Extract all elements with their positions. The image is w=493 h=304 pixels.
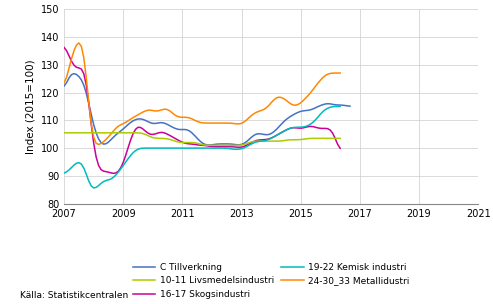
16-17 Skogsindustri [69, 59, 74, 63]
24-30_33 Metallidustri [71, 49, 77, 53]
Line: 24-30_33 Metallidustri: 24-30_33 Metallidustri [64, 43, 340, 144]
19-22 Kemisk industri [71, 163, 77, 167]
C Tillverkning [123, 125, 129, 129]
24-30_33 Metallidustri [322, 74, 328, 77]
16-17 Skogsindustri [61, 46, 67, 49]
19-22 Kemisk industri [69, 166, 74, 169]
16-17 Skogsindustri [271, 135, 277, 139]
10-11 Livsmedelsindustri [337, 136, 343, 140]
10-11 Livsmedelsindustri [293, 138, 299, 142]
19-22 Kemisk industri [91, 186, 97, 190]
16-17 Skogsindustri [71, 63, 77, 67]
19-22 Kemisk industri [152, 146, 158, 150]
16-17 Skogsindustri [293, 126, 299, 130]
19-22 Kemisk industri [271, 135, 277, 139]
10-11 Livsmedelsindustri [61, 131, 67, 135]
24-30_33 Metallidustri [69, 57, 74, 60]
C Tillverkning [207, 143, 212, 147]
24-30_33 Metallidustri [295, 102, 301, 106]
19-22 Kemisk industri [293, 126, 299, 129]
C Tillverkning [71, 72, 77, 75]
10-11 Livsmedelsindustri [150, 136, 156, 140]
C Tillverkning [332, 103, 338, 107]
19-22 Kemisk industri [337, 105, 343, 108]
Line: 19-22 Kemisk industri: 19-22 Kemisk industri [64, 106, 340, 188]
16-17 Skogsindustri [110, 171, 116, 175]
24-30_33 Metallidustri [273, 96, 279, 100]
24-30_33 Metallidustri [337, 71, 343, 75]
19-22 Kemisk industri [320, 110, 326, 113]
10-11 Livsmedelsindustri [320, 136, 326, 140]
24-30_33 Metallidustri [155, 109, 161, 113]
C Tillverkning [140, 118, 146, 121]
C Tillverkning [61, 84, 67, 88]
16-17 Skogsindustri [337, 147, 343, 150]
24-30_33 Metallidustri [61, 81, 67, 85]
10-11 Livsmedelsindustri [71, 131, 77, 135]
24-30_33 Metallidustri [96, 143, 102, 146]
Legend: C Tillverkning, 10-11 Livsmedelsindustri, 16-17 Skogsindustri, 19-22 Kemisk indu: C Tillverkning, 10-11 Livsmedelsindustri… [133, 263, 410, 299]
Y-axis label: Index (2015=100): Index (2015=100) [25, 59, 35, 154]
10-11 Livsmedelsindustri [214, 143, 220, 147]
16-17 Skogsindustri [320, 126, 326, 130]
C Tillverkning [347, 104, 353, 108]
Line: C Tillverkning: C Tillverkning [64, 74, 350, 145]
C Tillverkning [130, 119, 136, 123]
Line: 10-11 Livsmedelsindustri: 10-11 Livsmedelsindustri [64, 133, 340, 145]
C Tillverkning [118, 129, 124, 133]
10-11 Livsmedelsindustri [69, 131, 74, 135]
19-22 Kemisk industri [61, 171, 67, 175]
24-30_33 Metallidustri [76, 41, 82, 45]
10-11 Livsmedelsindustri [271, 139, 277, 143]
Text: Källa: Statistikcentralen: Källa: Statistikcentralen [20, 291, 128, 300]
16-17 Skogsindustri [152, 132, 158, 136]
Line: 16-17 Skogsindustri: 16-17 Skogsindustri [64, 47, 340, 173]
C Tillverkning [192, 134, 198, 137]
